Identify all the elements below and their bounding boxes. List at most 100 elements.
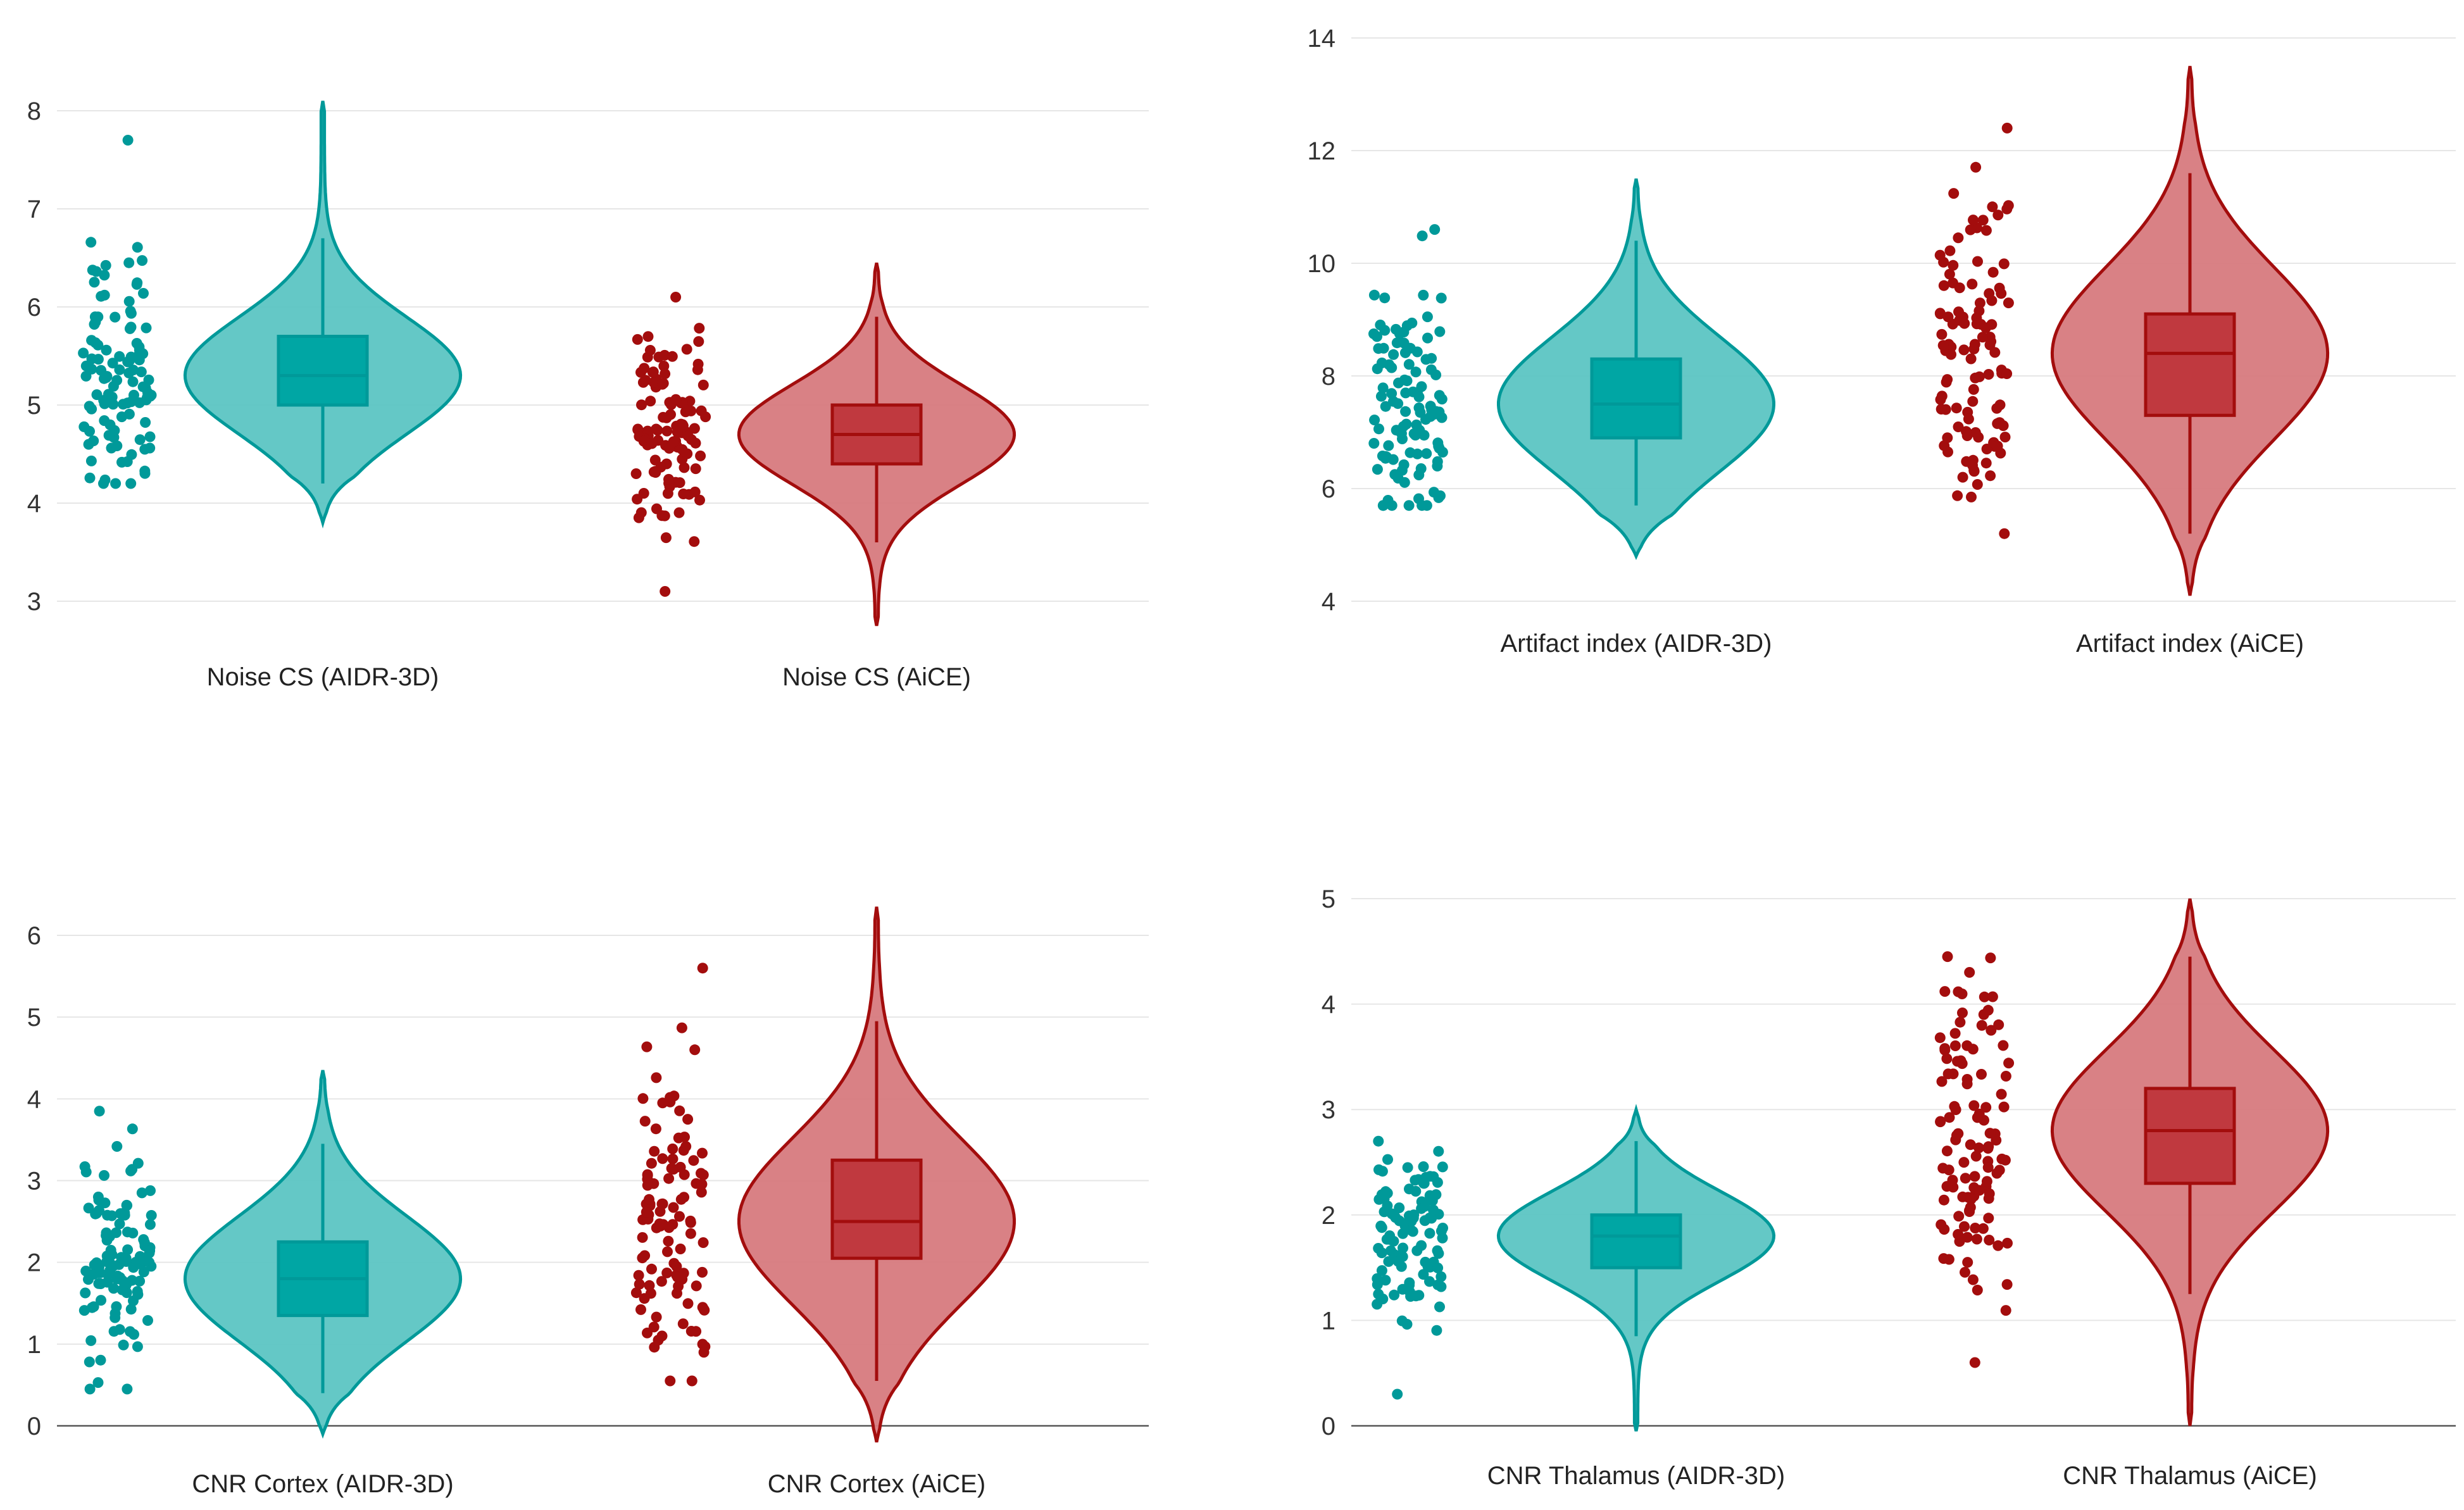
data-point <box>1437 1232 1448 1244</box>
data-point <box>1398 327 1410 338</box>
data-point <box>1938 280 1949 291</box>
data-point <box>1944 268 1955 280</box>
data-point <box>1368 438 1380 449</box>
data-point <box>663 1173 675 1184</box>
data-point <box>690 437 701 449</box>
data-point <box>1982 1162 1994 1173</box>
data-point <box>94 1106 105 1117</box>
data-point <box>1424 1276 1435 1287</box>
data-point <box>647 366 659 378</box>
data-point <box>667 1143 679 1154</box>
y-tick-label: 10 <box>1308 250 1336 278</box>
data-point <box>1410 366 1422 378</box>
data-point <box>1980 458 1992 469</box>
data-point <box>108 399 119 410</box>
data-point <box>1959 1221 1970 1232</box>
y-tick-label: 0 <box>1322 1413 1335 1440</box>
data-point <box>116 411 127 423</box>
data-point <box>2002 1237 2013 1249</box>
data-point <box>649 454 661 466</box>
data-point <box>1969 1357 1980 1368</box>
data-point <box>657 1153 668 1164</box>
data-point <box>1964 967 1975 978</box>
data-point <box>1435 1271 1447 1282</box>
data-point <box>697 1266 708 1278</box>
data-point <box>1379 1206 1390 1218</box>
data-point <box>1433 1248 1444 1259</box>
data-point <box>135 366 147 378</box>
data-point <box>1999 528 2010 539</box>
data-point <box>637 1232 648 1243</box>
data-point <box>1376 1222 1387 1233</box>
data-point <box>114 351 125 362</box>
data-point <box>1959 318 1970 329</box>
data-point <box>134 354 145 366</box>
data-point <box>662 488 673 499</box>
data-point <box>1966 491 1977 502</box>
category-label: CNR Thalamus (AIDR-3D) <box>1487 1462 1785 1490</box>
data-point <box>1978 1009 1989 1020</box>
data-point <box>2000 1305 2011 1316</box>
data-point <box>124 323 135 334</box>
data-point <box>1950 1134 1961 1145</box>
y-tick-label: 1 <box>1322 1307 1335 1335</box>
data-point <box>1379 292 1391 304</box>
y-tick-label: 12 <box>1308 137 1336 165</box>
data-point <box>1942 432 1953 444</box>
data-point <box>1960 1173 1971 1184</box>
data-point <box>1937 340 1949 351</box>
data-point <box>1436 394 1448 405</box>
data-point <box>111 1141 123 1152</box>
data-point <box>660 368 671 380</box>
data-point <box>1376 358 1387 368</box>
data-point <box>134 341 145 353</box>
data-point <box>1946 349 1956 360</box>
data-point <box>132 1286 143 1297</box>
data-point <box>1989 347 2001 358</box>
data-point <box>2003 297 2014 309</box>
data-point <box>1965 224 1976 235</box>
data-point <box>125 1326 135 1337</box>
data-point <box>646 438 658 449</box>
data-point <box>1969 339 1980 350</box>
data-point <box>1965 353 1977 365</box>
data-point <box>116 456 127 468</box>
data-point <box>645 396 656 407</box>
data-point <box>697 1147 708 1159</box>
data-point <box>1941 377 1952 388</box>
data-point <box>1957 1008 1968 1018</box>
data-point <box>122 1383 133 1395</box>
data-point <box>1418 1178 1430 1189</box>
category-label: Artifact index (AiCE) <box>2076 630 2304 658</box>
data-point <box>108 1260 119 1271</box>
data-point <box>1992 1240 2004 1251</box>
data-point <box>1410 430 1421 441</box>
y-tick-label: 0 <box>27 1413 41 1440</box>
y-tick-label: 4 <box>27 490 41 518</box>
data-point <box>1974 297 1986 309</box>
data-point <box>1934 1032 1946 1044</box>
data-point <box>1980 322 1991 334</box>
data-point <box>1392 1388 1403 1400</box>
data-point <box>87 1302 97 1313</box>
data-point <box>95 1354 106 1366</box>
data-point <box>1984 288 1995 299</box>
data-point <box>694 323 705 334</box>
data-point <box>1403 500 1415 511</box>
data-point <box>1411 419 1422 430</box>
data-point <box>1992 440 2003 452</box>
data-point <box>92 1191 104 1202</box>
data-point <box>2001 368 2013 379</box>
data-point <box>1961 426 1972 437</box>
data-point <box>1411 448 1423 459</box>
data-point <box>700 411 711 423</box>
data-point <box>1938 1194 1949 1206</box>
data-point <box>1954 282 1965 294</box>
data-point <box>1934 249 1946 261</box>
data-point <box>1957 471 1968 483</box>
data-point <box>1939 1044 1951 1056</box>
data-point <box>144 1219 156 1230</box>
y-tick-label: 3 <box>27 588 41 616</box>
data-point <box>1999 432 2011 443</box>
data-point <box>123 257 135 268</box>
